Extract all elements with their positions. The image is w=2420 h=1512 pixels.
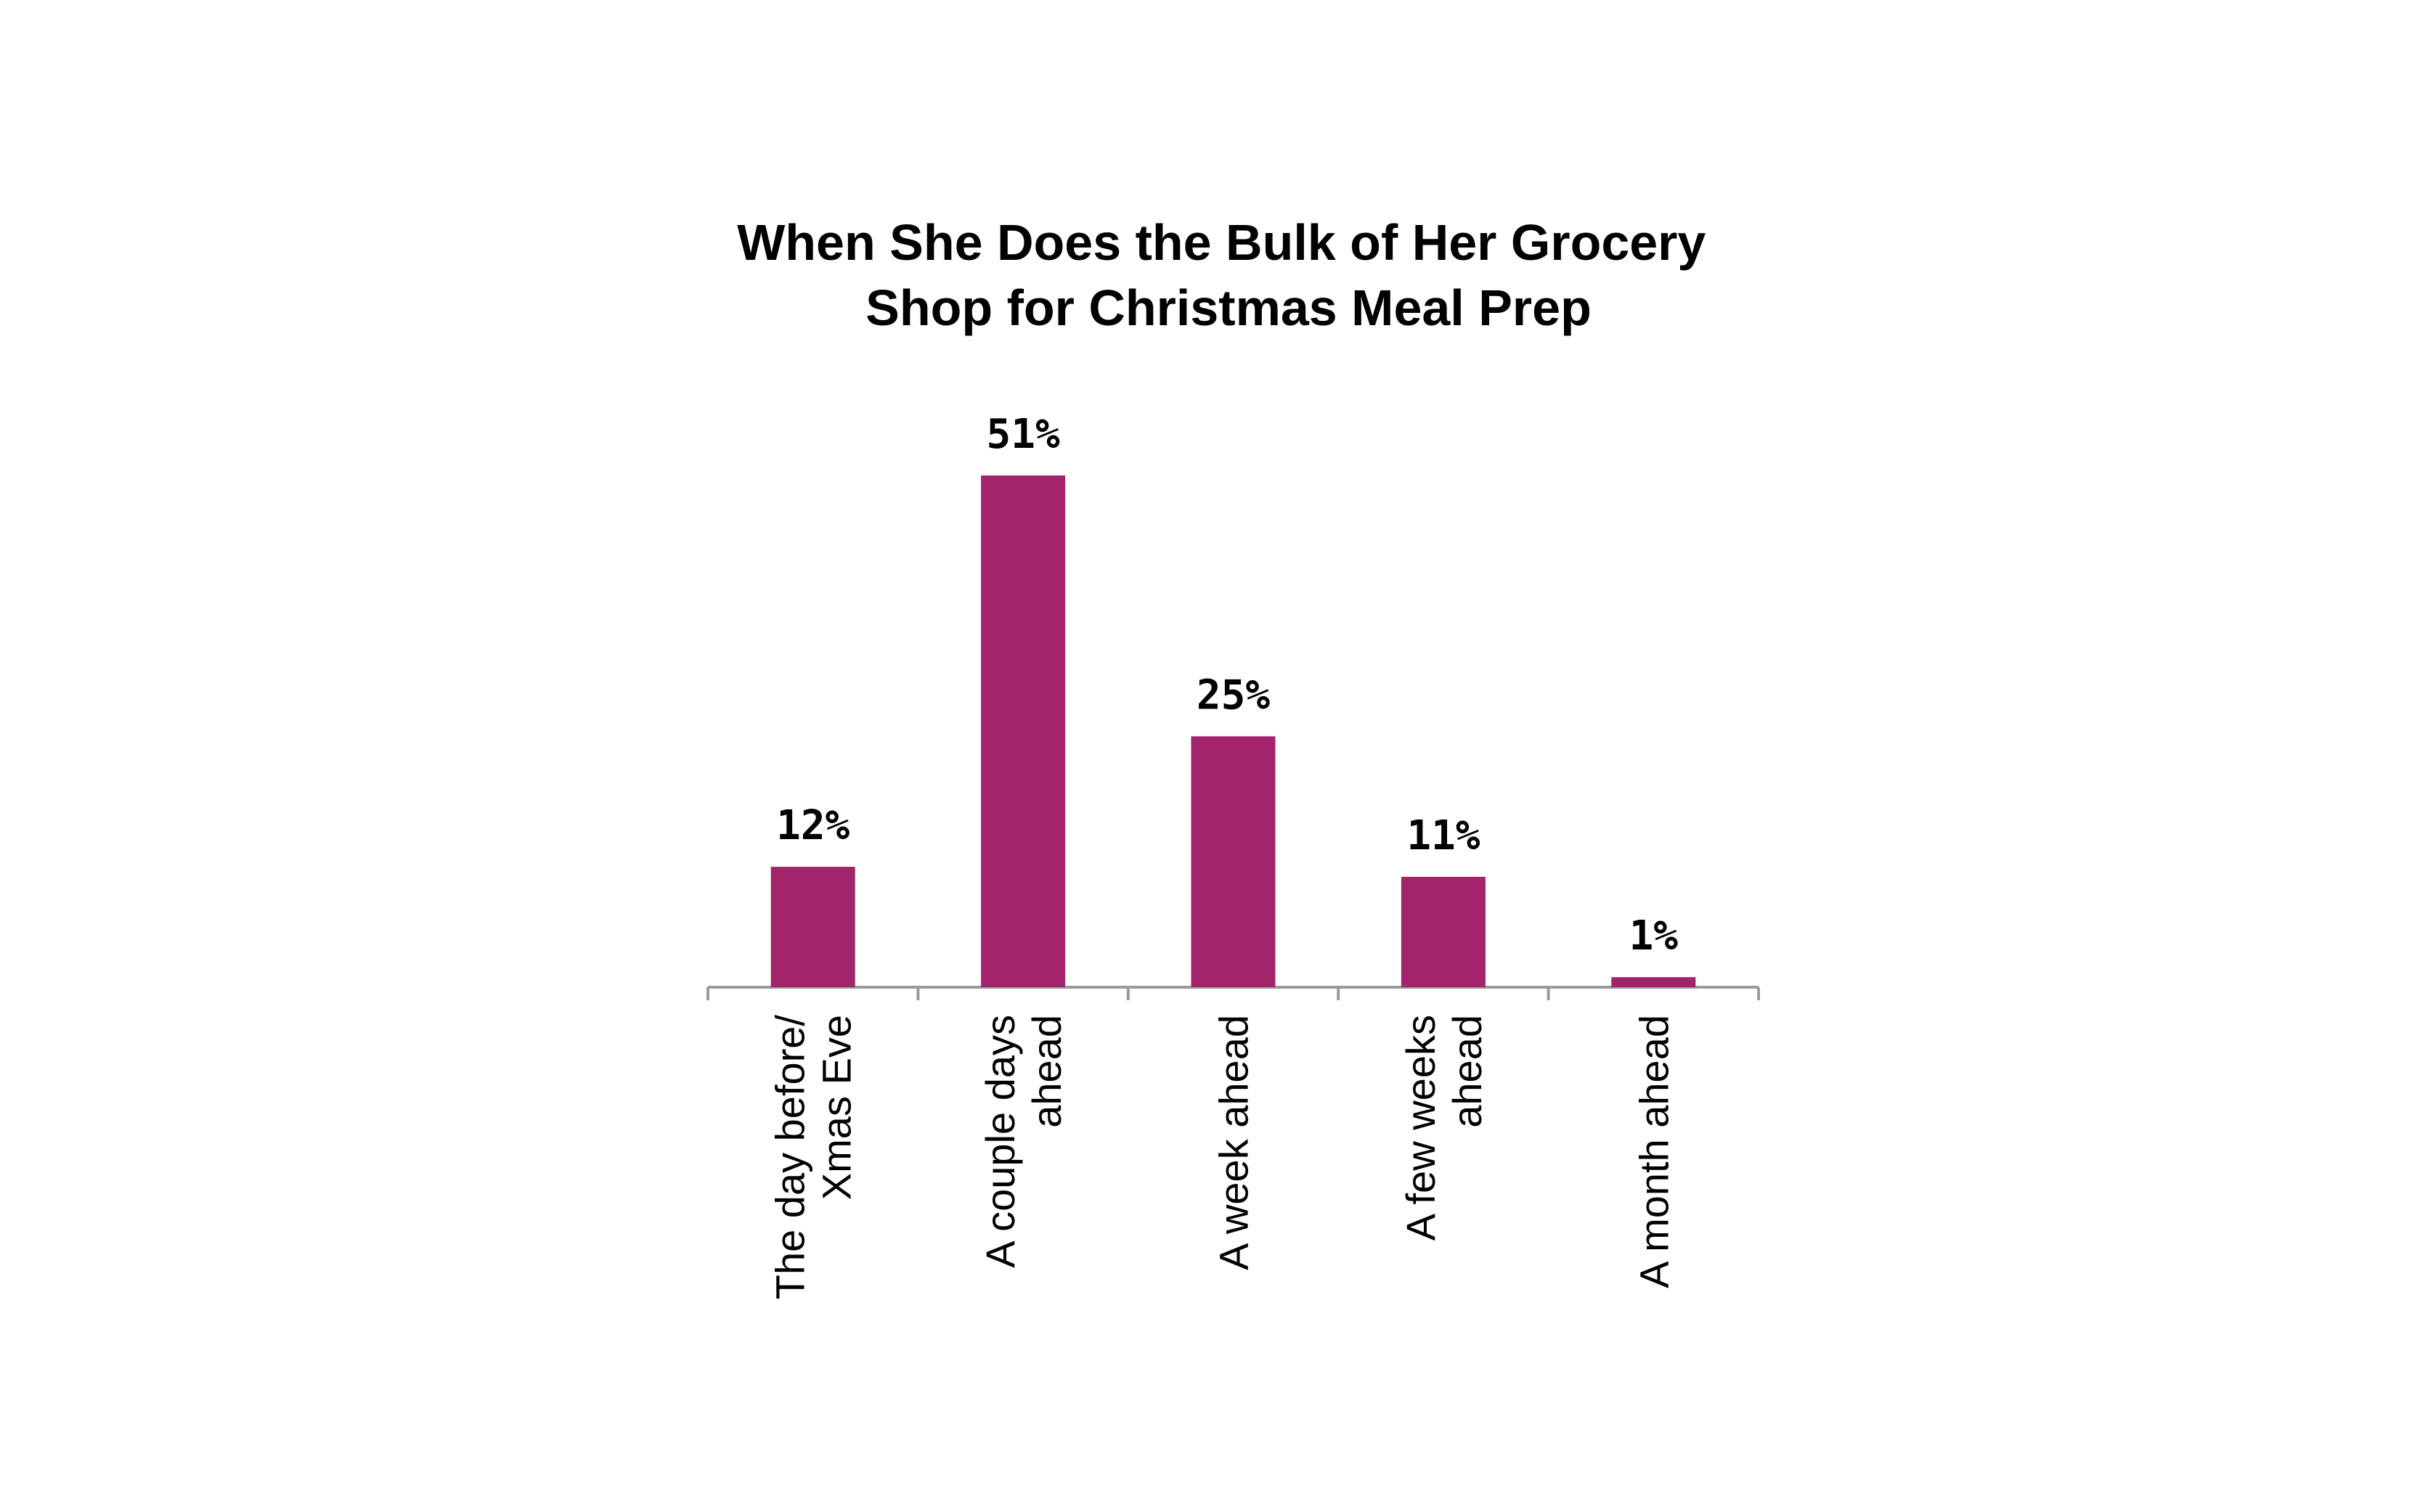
bar	[981, 475, 1066, 987]
category-label: A week ahead	[1211, 1015, 1257, 1270]
data-label: 25%	[1197, 671, 1270, 719]
data-label: 51%	[987, 411, 1060, 458]
bar	[770, 867, 855, 987]
category-label: A couple daysahead	[977, 1015, 1070, 1268]
chart-title: When She Does the Bulk of Her Grocery Sh…	[737, 214, 1720, 336]
bar	[1611, 977, 1696, 987]
category-label: A month ahead	[1631, 1015, 1677, 1288]
data-label: 12%	[776, 802, 850, 849]
category-label: A few weeksahead	[1398, 1015, 1490, 1241]
bar	[1191, 736, 1276, 987]
data-label: 1%	[1629, 912, 1679, 960]
category-label: The day before/Xmas Eve	[767, 1015, 860, 1300]
plot-area: 12% The day before/Xmas Eve 51% A couple da…	[706, 411, 1760, 1300]
chart-title-line-1: When She Does the Bulk of Her Grocery	[737, 214, 1706, 271]
data-label: 11%	[1406, 812, 1480, 859]
chart-title-line-2: Shop for Christmas Meal Prep	[865, 279, 1592, 336]
bar	[1401, 876, 1486, 987]
